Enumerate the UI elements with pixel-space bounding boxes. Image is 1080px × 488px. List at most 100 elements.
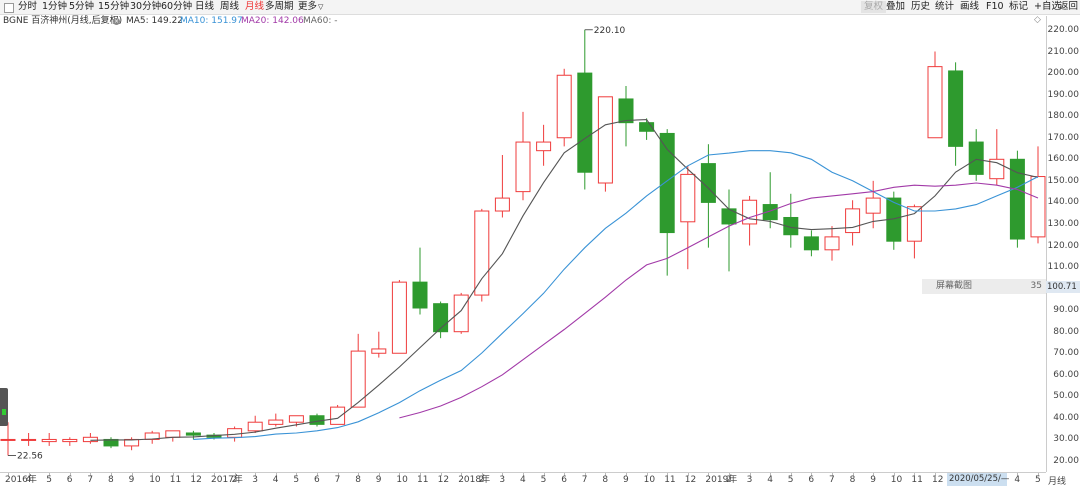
close-icon[interactable]: × <box>113 18 120 25</box>
candle-body <box>556 74 572 139</box>
time-tick-label: 8 <box>602 475 609 485</box>
period-tab-0[interactable]: 分时 <box>18 1 38 12</box>
time-tick <box>131 473 133 476</box>
candle-body <box>474 210 490 296</box>
time-tick-label: 5 <box>46 475 52 485</box>
candle-body <box>350 350 366 408</box>
time-tick <box>440 473 442 476</box>
candle-body <box>82 436 98 443</box>
price-tick-label: 120.00 <box>1047 240 1080 251</box>
kline-chart[interactable]: 220.10 22.56 <box>0 0 1046 472</box>
time-tick <box>69 473 71 476</box>
time-tick-label: 10 <box>890 475 903 485</box>
time-tick-label: 3 <box>252 475 258 485</box>
period-tab-6[interactable]: 日线 <box>195 1 215 12</box>
side-panel-toggle[interactable] <box>0 388 8 426</box>
candle-body <box>783 216 799 236</box>
price-tick-label: 20.00 <box>1053 456 1079 466</box>
period-tab-9[interactable]: 多周期 <box>265 1 294 12</box>
screenshot-panel[interactable]: 屏幕截图 35 <box>922 279 1046 294</box>
period-tab-1[interactable]: 1分钟 <box>42 1 68 12</box>
ma-line-ma10 <box>193 150 1039 440</box>
time-tick <box>255 473 257 476</box>
period-tab-2[interactable]: 5分钟 <box>69 1 95 12</box>
price-tick-label: 60.00 <box>1053 369 1079 380</box>
time-tick <box>317 473 318 476</box>
time-tick-label: 12 <box>190 475 202 485</box>
time-tick <box>461 473 463 476</box>
time-tick-label: 4 <box>1014 475 1021 485</box>
price-tick-label: 40.00 <box>1053 412 1079 423</box>
candle-body <box>742 199 758 225</box>
toolbar-button-8[interactable]: 返回 <box>1059 1 1079 12</box>
period-tab-4[interactable]: 30分钟 <box>130 1 162 12</box>
period-tab-8[interactable]: 月线 <box>245 1 265 12</box>
time-tick-label: 9 <box>623 475 629 485</box>
time-tick <box>296 473 298 476</box>
candle-body <box>453 294 469 333</box>
time-tick <box>832 473 833 476</box>
time-tick-label: 11 <box>911 475 923 485</box>
ma-line-ma5 <box>90 119 1039 441</box>
time-tick-label: 3 <box>746 475 753 485</box>
time-tick-label: 4 <box>272 475 279 485</box>
ma5-value: MA5: 149.22 <box>126 16 184 26</box>
price-tick-label: 210.00 <box>1047 46 1080 57</box>
candle-body <box>906 206 922 242</box>
candle-body <box>41 438 57 443</box>
time-tick <box>1017 473 1019 476</box>
time-tick <box>234 473 236 476</box>
time-tick-label: 10 <box>396 475 408 485</box>
time-tick <box>358 473 360 476</box>
current-price-marker: 100.71 <box>1046 281 1080 294</box>
time-tick-label: 12 <box>932 475 944 485</box>
toolbar-button-0[interactable]: 复权 <box>861 1 887 13</box>
time-tick <box>914 473 916 476</box>
price-tick-label: 190.00 <box>1047 89 1080 100</box>
time-tick <box>337 473 339 476</box>
time-tick-label: 12 <box>437 475 450 485</box>
time-tick-label: 11 <box>664 475 676 485</box>
period-tab-7[interactable]: 周线 <box>220 1 240 12</box>
time-tick-label: 9 <box>375 475 382 485</box>
time-tick-label: 12 <box>684 475 697 485</box>
menu-checkbox-icon[interactable] <box>4 3 14 13</box>
toolbar-button-2[interactable]: 历史 <box>911 1 931 12</box>
toolbar-button-3[interactable]: 统计 <box>935 1 955 12</box>
period-tab-5[interactable]: 60分钟 <box>161 1 193 12</box>
period-tab-10[interactable]: 更多 <box>298 1 318 12</box>
period-label: 月线 <box>1048 477 1067 487</box>
candle-body <box>824 236 840 251</box>
toolbar-button-5[interactable]: F10 <box>986 1 1004 12</box>
diamond-icon[interactable]: ◇ <box>1034 15 1041 25</box>
candle-body <box>288 415 304 423</box>
price-tick-label: 200.00 <box>1047 68 1080 79</box>
time-tick <box>749 473 751 476</box>
ma20-value: MA20: 142.06 <box>241 16 304 26</box>
time-tick <box>28 473 30 476</box>
time-axis: 2016年 4 5 6 7 8 9 10 11 12 2017年 2 3 4 5 6 7 8 9 10 11 12 2018… <box>0 472 1046 488</box>
candle-body <box>0 438 16 441</box>
security-name: BGNE 百济神州(月线,后复权) <box>3 16 123 26</box>
price-tick-label: 220.00 <box>1047 25 1080 35</box>
time-tick-label: 6 <box>314 475 320 485</box>
time-tick <box>770 473 772 476</box>
candle-body <box>927 66 943 139</box>
candle-body <box>21 438 37 441</box>
toolbar-button-4[interactable]: 画线 <box>960 1 980 12</box>
toolbar-button-1[interactable]: 叠加 <box>886 1 906 12</box>
period-tab-3[interactable]: 15分钟 <box>98 1 130 12</box>
candle-body <box>700 163 716 203</box>
time-tick-label: 5 <box>787 475 794 485</box>
time-tick-label: 3 <box>499 475 506 485</box>
time-tick <box>111 473 112 476</box>
candle-body <box>515 141 531 193</box>
time-tick-label: 4 <box>520 475 526 485</box>
toolbar-button-7[interactable]: +自选 <box>1034 1 1061 12</box>
more-dropdown-icon[interactable]: ▽ <box>318 3 324 11</box>
candle-body <box>639 122 655 132</box>
time-tick-label: 9 <box>128 475 135 485</box>
toolbar-button-6[interactable]: 标记 <box>1009 1 1029 12</box>
candle-body <box>1030 176 1046 238</box>
time-tick <box>935 473 936 476</box>
